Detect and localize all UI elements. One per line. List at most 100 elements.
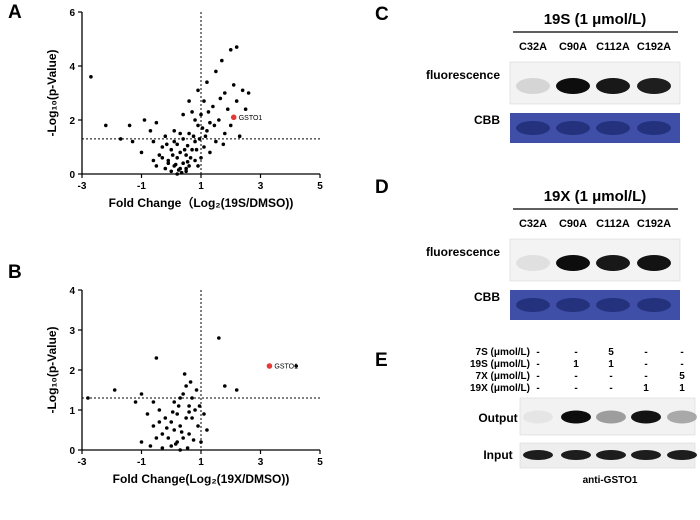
data-point bbox=[154, 436, 159, 440]
data-point bbox=[160, 145, 165, 149]
data-point bbox=[196, 424, 200, 428]
x-tick-label: 1 bbox=[198, 457, 204, 468]
data-point bbox=[172, 139, 177, 144]
y-tick-label: 3 bbox=[69, 326, 75, 337]
data-point bbox=[89, 75, 93, 79]
treatment-value: - bbox=[574, 383, 577, 394]
data-point bbox=[181, 436, 185, 440]
data-point bbox=[133, 400, 138, 404]
treatment-value: - bbox=[644, 347, 647, 358]
lane-label: C90A bbox=[559, 218, 587, 230]
data-point bbox=[148, 129, 153, 133]
x-tick-label: -1 bbox=[137, 181, 146, 192]
fluorescence-band bbox=[516, 255, 550, 271]
treatment-value: - bbox=[536, 371, 539, 382]
data-point bbox=[160, 446, 165, 450]
cbb-band bbox=[596, 121, 630, 135]
data-point bbox=[172, 428, 177, 432]
input-band bbox=[561, 450, 591, 460]
data-point bbox=[184, 169, 188, 174]
data-point bbox=[234, 388, 239, 392]
data-point bbox=[197, 404, 202, 408]
data-point bbox=[176, 404, 181, 408]
data-point bbox=[194, 388, 199, 392]
data-point bbox=[191, 438, 196, 442]
data-point bbox=[163, 134, 168, 138]
data-point bbox=[191, 134, 196, 138]
data-point bbox=[193, 139, 197, 144]
data-point bbox=[184, 416, 188, 420]
x-axis-label: Fold Change(Log₂(19X/DMSO)) bbox=[113, 472, 290, 486]
data-point bbox=[246, 91, 251, 95]
data-point bbox=[127, 123, 132, 128]
input-band bbox=[631, 450, 661, 460]
data-point bbox=[211, 104, 215, 109]
data-point bbox=[139, 440, 144, 444]
y-tick-label: 2 bbox=[69, 116, 75, 127]
panel-label-b: B bbox=[8, 262, 22, 283]
data-point bbox=[214, 139, 218, 144]
data-point bbox=[170, 410, 175, 414]
x-tick-label: 3 bbox=[258, 457, 264, 468]
output-band bbox=[667, 410, 697, 424]
data-point bbox=[205, 428, 209, 432]
data-point bbox=[199, 112, 203, 117]
data-point bbox=[205, 129, 209, 133]
row-label-output: Output bbox=[478, 411, 517, 425]
volcano-plot-b: -3 -1 1 3 5 0 1 2 3 4 GSTO1 Fold Change(Log₂(19X/DM… bbox=[45, 286, 323, 486]
cbb-band bbox=[637, 298, 671, 312]
data-point bbox=[178, 424, 182, 428]
y-tick-label: 0 bbox=[69, 446, 75, 457]
data-point bbox=[139, 392, 144, 396]
data-point bbox=[157, 153, 162, 157]
treatment-value: - bbox=[644, 359, 647, 370]
data-point bbox=[217, 336, 221, 340]
row-label-cbb: CBB bbox=[474, 290, 500, 304]
treatment-value: 1 bbox=[643, 383, 649, 394]
data-point bbox=[154, 164, 159, 168]
blot-panel-e: 7S (μmol/L) - -5- -19S (μmol/L) -1 1- -7X (μmo… bbox=[470, 347, 697, 486]
data-point bbox=[188, 380, 193, 384]
data-point bbox=[145, 412, 150, 416]
data-point bbox=[181, 137, 185, 141]
treatment-value: 1 bbox=[608, 359, 614, 370]
data-point bbox=[205, 80, 209, 84]
data-point bbox=[214, 69, 218, 74]
data-point bbox=[163, 416, 168, 420]
volcano-plot-a: -3 -1 1 3 5 0 2 4 6 GSTO1 Fold Change（Log₂(19S/DMS… bbox=[45, 8, 323, 210]
data-point bbox=[179, 170, 184, 175]
treatment-label: 7X (μmol/L) bbox=[476, 371, 530, 382]
lane-label: C90A bbox=[559, 41, 587, 53]
row-label-cbb: CBB bbox=[474, 113, 500, 127]
data-point bbox=[187, 164, 191, 168]
data-point bbox=[154, 120, 159, 125]
treatment-value: - bbox=[536, 383, 539, 394]
output-band bbox=[561, 410, 591, 424]
y-axis-label: -Log₁₀(p-Value) bbox=[45, 326, 59, 413]
data-point bbox=[176, 168, 181, 172]
data-point bbox=[190, 110, 194, 114]
data-point bbox=[170, 153, 175, 157]
data-point bbox=[184, 166, 188, 171]
treatment-label: 19X (μmol/L) bbox=[470, 383, 530, 394]
data-point bbox=[234, 45, 239, 49]
data-point bbox=[190, 416, 194, 420]
data-point bbox=[166, 158, 171, 163]
output-band bbox=[596, 410, 626, 424]
x-tick-label: 5 bbox=[317, 181, 323, 192]
data-point bbox=[169, 444, 174, 448]
treatment-value: - bbox=[609, 383, 612, 394]
data-point bbox=[206, 110, 211, 114]
blot-panel-d: 19X (1 μmol/L) C32A C90A C112A C192A fluoresc… bbox=[426, 188, 681, 320]
lane-label: C192A bbox=[637, 41, 671, 53]
data-point bbox=[151, 139, 156, 144]
x-tick-label: 5 bbox=[317, 457, 323, 468]
data-point bbox=[86, 396, 90, 400]
data-point bbox=[217, 118, 221, 122]
treatment-value: 5 bbox=[679, 371, 685, 382]
data-point bbox=[181, 392, 185, 396]
lane-label: C32A bbox=[519, 218, 547, 230]
x-tick-label: -3 bbox=[78, 457, 87, 468]
panel-label-d: D bbox=[375, 177, 389, 198]
cbb-band bbox=[556, 121, 590, 135]
